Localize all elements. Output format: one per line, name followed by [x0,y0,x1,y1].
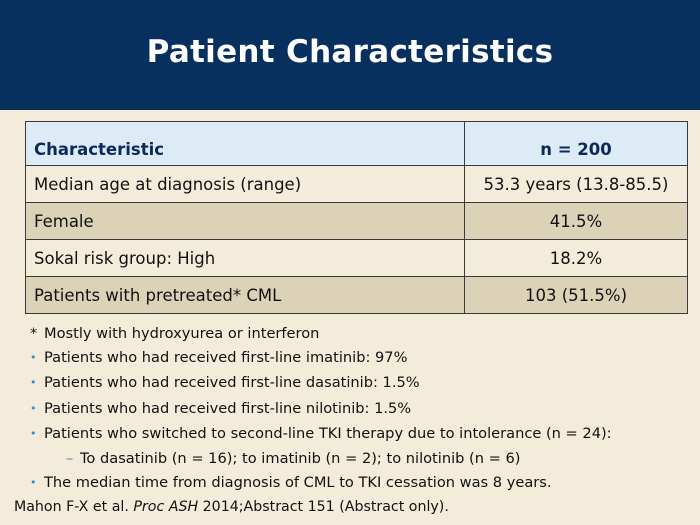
bullet-icon: • [30,401,37,415]
column-header-characteristic: Characteristic [25,121,465,166]
citation-journal: Proc ASH [133,499,199,515]
dash-icon: – [66,450,74,468]
table-cell-value: 103 (51.5%) [464,276,688,314]
footnote: * Mostly with hydroxyurea or interferon [30,322,690,346]
table-cell-value: 53.3 years (13.8-85.5) [464,165,688,203]
list-item: • Patients who switched to second-line TK… [30,422,690,447]
bullet-icon: • [30,376,37,390]
table-row: Median age at diagnosis (range) 53.3 yea… [25,165,688,203]
characteristics-table: Characteristic n = 200 Median age at dia… [25,121,688,314]
list-item: • Patients who had received first-line im… [30,346,690,371]
table-row: Patients with pretreated* CML 103 (51.5%… [25,276,688,314]
table-cell-value: 18.2% [464,239,688,277]
footnote-mark: * [30,325,38,342]
list-item: • Patients who had received first-line ni… [30,397,690,422]
list-item-text: Patients who had received first-line nil… [44,399,412,417]
bullet-icon: • [30,476,37,490]
sub-list-item-text: To dasatinib (n = 16); to imatinib (n = … [80,450,521,468]
table-cell-label: Patients with pretreated* CML [25,276,465,314]
list-item: • Patients who had received first-line da… [30,371,690,396]
list-item: • The median time from diagnosis of CML t… [30,471,690,496]
table-cell-label: Median age at diagnosis (range) [25,165,465,203]
list-item-text: The median time from diagnosis of CML to… [44,474,552,492]
bullet-icon: • [30,426,37,440]
table-row: Sokal risk group: High 18.2% [25,239,688,277]
citation-authors: Mahon F-X et al. [14,499,129,515]
column-header-n: n = 200 [464,121,688,166]
table-cell-value: 41.5% [464,202,688,240]
footnote-text: Mostly with hydroxyurea or interferon [44,325,320,342]
sub-list-item: – To dasatinib (n = 16); to imatinib (n =… [30,447,690,471]
slide-title: Patient Characteristics [146,34,554,70]
table-cell-label: Sokal risk group: High [25,239,465,277]
bullet-icon: • [30,351,37,365]
table-row: Female 41.5% [25,202,688,240]
table-header-row: Characteristic n = 200 [25,121,688,166]
notes-list: * Mostly with hydroxyurea or interferon •… [30,322,690,496]
citation-details: 2014;Abstract 151 (Abstract only). [202,499,449,515]
list-item-text: Patients who switched to second-line TKI… [44,424,612,442]
citation: Mahon F-X et al. Proc ASH 2014;Abstract … [14,499,449,515]
title-banner: Patient Characteristics [0,0,700,110]
list-item-text: Patients who had received first-line das… [44,374,420,392]
list-item-text: Patients who had received first-line ima… [44,349,408,367]
table-cell-label: Female [25,202,465,240]
